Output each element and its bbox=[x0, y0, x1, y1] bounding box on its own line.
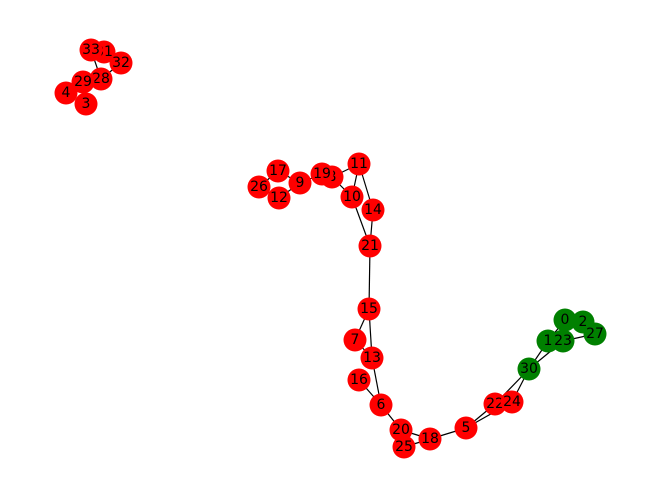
node-circle bbox=[551, 329, 575, 353]
node-26: 26 bbox=[247, 175, 271, 199]
node-16: 16 bbox=[347, 368, 371, 392]
node-label: 1 bbox=[544, 333, 553, 349]
node-label: 23 bbox=[554, 333, 572, 349]
node-12: 12 bbox=[267, 186, 291, 210]
node-label: 12 bbox=[270, 190, 288, 206]
node-24: 24 bbox=[500, 390, 524, 414]
node-circle bbox=[392, 435, 416, 459]
node-circle bbox=[79, 38, 103, 62]
node-label: 17 bbox=[269, 163, 287, 179]
node-circle bbox=[288, 171, 312, 195]
node-22: 22 bbox=[483, 392, 507, 416]
node-circle bbox=[347, 368, 371, 392]
node-circle bbox=[340, 185, 364, 209]
node-9: 9 bbox=[288, 171, 312, 195]
node-27: 27 bbox=[583, 322, 607, 346]
node-circle bbox=[361, 198, 385, 222]
node-label: 30 bbox=[520, 361, 538, 377]
node-label: 9 bbox=[296, 175, 305, 191]
node-13: 13 bbox=[360, 346, 384, 370]
node-33: 33 bbox=[79, 38, 103, 62]
node-circle bbox=[358, 234, 382, 258]
node-label: 5 bbox=[462, 420, 471, 436]
node-label: 13 bbox=[363, 350, 381, 366]
node-circle bbox=[389, 418, 413, 442]
node-label: 22 bbox=[486, 396, 504, 412]
node-circle bbox=[71, 70, 95, 94]
node-0: 0 bbox=[553, 308, 577, 332]
node-20: 20 bbox=[389, 418, 413, 442]
node-circle bbox=[54, 81, 78, 105]
node-label: 26 bbox=[250, 179, 268, 195]
node-30: 30 bbox=[517, 357, 541, 381]
node-label: 20 bbox=[392, 422, 410, 438]
node-circle bbox=[483, 392, 507, 416]
node-21: 21 bbox=[358, 234, 382, 258]
edges-layer bbox=[65, 49, 596, 448]
node-circle bbox=[517, 357, 541, 381]
node-3: 3 bbox=[74, 92, 98, 116]
node-circle bbox=[369, 393, 393, 417]
node-label: 4 bbox=[62, 85, 71, 101]
nodes-layer: 0123456789101112131415161718192021222324… bbox=[54, 38, 607, 459]
node-label: 6 bbox=[377, 397, 386, 413]
node-circle bbox=[310, 162, 334, 186]
node-label: 11 bbox=[350, 156, 368, 172]
node-circle bbox=[583, 322, 607, 346]
node-17: 17 bbox=[266, 159, 290, 183]
node-label: 33 bbox=[82, 42, 100, 58]
node-label: 0 bbox=[561, 312, 570, 328]
node-28: 28 bbox=[89, 67, 113, 91]
node-23: 23 bbox=[551, 329, 575, 353]
node-circle bbox=[357, 297, 381, 321]
node-circle bbox=[500, 390, 524, 414]
node-15: 15 bbox=[357, 297, 381, 321]
node-4: 4 bbox=[54, 81, 78, 105]
node-14: 14 bbox=[361, 198, 385, 222]
node-label: 24 bbox=[503, 394, 521, 410]
node-label: 21 bbox=[361, 238, 379, 254]
node-29: 29 bbox=[71, 70, 95, 94]
node-circle bbox=[247, 175, 271, 199]
node-label: 19 bbox=[313, 166, 331, 182]
node-circle bbox=[454, 416, 478, 440]
node-10: 10 bbox=[340, 185, 364, 209]
node-label: 10 bbox=[343, 189, 361, 205]
node-circle bbox=[266, 159, 290, 183]
node-11: 11 bbox=[347, 152, 371, 176]
node-18: 18 bbox=[418, 427, 442, 451]
node-label: 18 bbox=[421, 431, 439, 447]
node-label: 16 bbox=[350, 372, 368, 388]
node-circle bbox=[89, 67, 113, 91]
node-label: 32 bbox=[112, 55, 130, 71]
node-25: 25 bbox=[392, 435, 416, 459]
node-5: 5 bbox=[454, 416, 478, 440]
node-7: 7 bbox=[343, 328, 367, 352]
node-label: 25 bbox=[395, 439, 413, 455]
node-circle bbox=[109, 51, 133, 75]
node-label: 14 bbox=[364, 202, 382, 218]
node-32: 32 bbox=[109, 51, 133, 75]
node-circle bbox=[418, 427, 442, 451]
node-circle bbox=[360, 346, 384, 370]
node-label: 28 bbox=[92, 71, 110, 87]
node-label: 3 bbox=[82, 96, 91, 112]
node-label: 29 bbox=[74, 74, 92, 90]
node-label: 7 bbox=[351, 332, 360, 348]
node-circle bbox=[347, 152, 371, 176]
node-label: 2 bbox=[579, 314, 588, 330]
node-circle bbox=[74, 92, 98, 116]
node-6: 6 bbox=[369, 393, 393, 417]
node-circle bbox=[553, 308, 577, 332]
node-19: 19 bbox=[310, 162, 334, 186]
node-circle bbox=[343, 328, 367, 352]
node-circle bbox=[267, 186, 291, 210]
node-label: 15 bbox=[360, 301, 378, 317]
node-label: 27 bbox=[586, 326, 604, 342]
